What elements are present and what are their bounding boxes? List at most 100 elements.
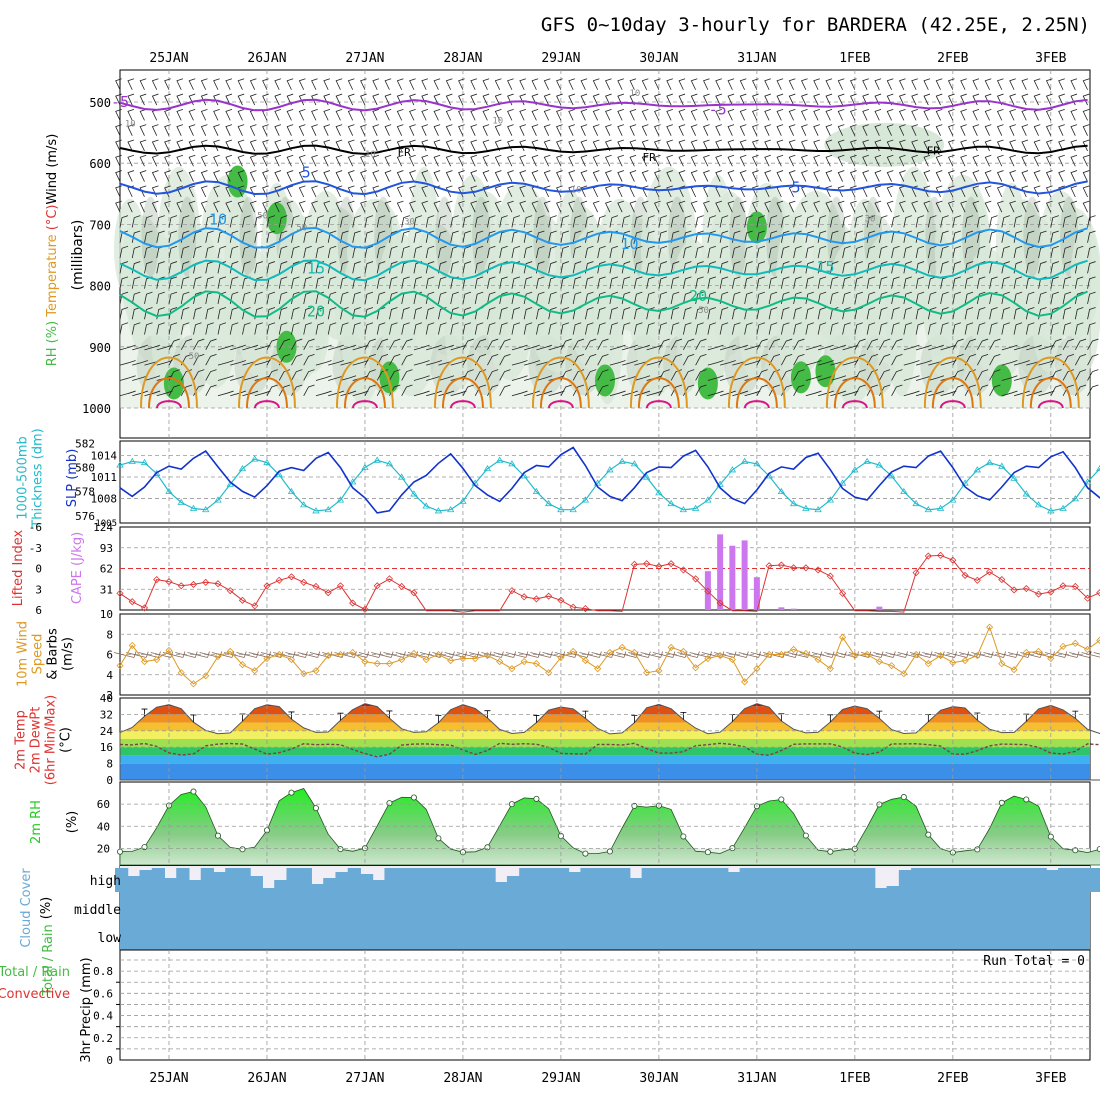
- temp-band: [120, 714, 1090, 723]
- wind-barb: [989, 384, 1001, 396]
- wind-barb: [384, 108, 392, 121]
- wind-speed-point: [826, 665, 834, 673]
- precip-tick-label: 0.4: [93, 1010, 113, 1023]
- wind-barb: [1082, 200, 1090, 213]
- thickness-point: [189, 504, 198, 511]
- temp-loop: [237, 356, 296, 409]
- wind-barb: [376, 369, 389, 381]
- lifted-index-point: [275, 576, 283, 584]
- wind-barb: [1082, 124, 1090, 136]
- wind-barb: [768, 307, 778, 320]
- wind-speed-point: [606, 648, 614, 657]
- wind-barb: [176, 170, 184, 182]
- wind-barb: [499, 369, 511, 381]
- wind-barb: [854, 245, 863, 259]
- wind-barb: [911, 78, 918, 90]
- wind-barb: [315, 245, 325, 259]
- wind-barb: [996, 154, 1004, 167]
- wind-barb: [311, 124, 318, 136]
- wind-barb: [874, 154, 882, 167]
- wind-barb: [164, 200, 171, 213]
- wind-barb: [401, 307, 410, 320]
- wind-barb: [409, 154, 416, 167]
- lifted-index-point: [765, 562, 773, 570]
- wind-barb: [474, 291, 484, 305]
- wind-barb: [262, 154, 269, 167]
- wind-barb: [658, 245, 668, 259]
- thickness-tick-label: 580: [75, 462, 95, 475]
- wind-barb: [450, 322, 459, 335]
- wind-barb: [670, 230, 680, 243]
- wind-barb: [682, 291, 692, 305]
- wind-barb: [703, 108, 710, 121]
- wind-barb: [213, 200, 220, 213]
- wind-barb: [1045, 185, 1053, 198]
- wind-barb: [1025, 307, 1035, 320]
- wind-barb: [180, 215, 190, 228]
- thickness-point: [777, 487, 786, 495]
- wind-barb: [707, 261, 717, 274]
- wind-barb: [168, 307, 178, 320]
- wind-barb: [286, 170, 294, 182]
- wind-barb: [801, 93, 808, 106]
- thickness-point: [140, 458, 149, 466]
- wind-barb: [548, 245, 557, 259]
- temp-contour-10: [119, 226, 1088, 249]
- wind-speed-point: [1059, 642, 1067, 650]
- wind-barb: [426, 344, 442, 351]
- temp-loop: [433, 356, 492, 409]
- wind-tick-label: 6: [106, 649, 113, 662]
- wind-barb: [474, 369, 487, 381]
- cloud-high-bar: [384, 868, 398, 892]
- wind-barb: [829, 276, 839, 289]
- lifted-index-point: [336, 582, 345, 590]
- slp-tick-label: 1014: [91, 449, 118, 462]
- thickness-point: [312, 507, 320, 514]
- wind-barb: [487, 307, 496, 320]
- wind-barb: [119, 215, 129, 228]
- cloud-high-bar: [825, 868, 839, 892]
- wind-barb: [1074, 245, 1084, 259]
- wind-barb: [1009, 78, 1016, 90]
- wind-barb: [119, 344, 136, 351]
- wind-barb: [572, 215, 582, 228]
- cloud-high-bar: [347, 868, 361, 892]
- thickness-point: [961, 479, 969, 486]
- wind-barb: [360, 185, 367, 198]
- wind-barb: [842, 344, 859, 351]
- wind-barb: [205, 245, 214, 259]
- wind-barb: [291, 215, 300, 228]
- wind-barb: [425, 307, 435, 320]
- wind-barb: [1009, 154, 1016, 167]
- wind-barb: [837, 108, 845, 121]
- wind-barb: [940, 245, 949, 259]
- wind-barb: [690, 108, 698, 121]
- wind-barb: [519, 78, 526, 90]
- wind-barb: [482, 154, 490, 167]
- wind-barb: [572, 384, 585, 396]
- rh-area: [119, 788, 1100, 866]
- wind-barb: [1013, 307, 1023, 320]
- cloud-ylabel: Cloud Cover: [19, 868, 34, 948]
- wind-barb: [482, 139, 490, 152]
- wind-barb: [303, 307, 312, 320]
- wind-barb: [903, 307, 912, 320]
- lifted-index-point: [790, 564, 798, 572]
- wind-barb: [188, 108, 196, 121]
- wind-barb: [707, 360, 724, 366]
- wind-barb: [621, 291, 631, 305]
- wind-barb: [1050, 230, 1059, 243]
- wind-barb: [425, 291, 435, 305]
- wind-barb: [829, 261, 839, 274]
- wind-barb: [1070, 108, 1078, 121]
- precip-tick-label: 0.6: [93, 987, 113, 1000]
- wind-barb: [658, 307, 668, 320]
- wind-barb: [678, 170, 686, 182]
- contour-label: -5: [709, 100, 727, 118]
- wind-barb: [829, 245, 839, 259]
- wind-barb: [438, 215, 447, 228]
- wind-barb: [1033, 78, 1041, 90]
- wind-barb: [205, 230, 214, 243]
